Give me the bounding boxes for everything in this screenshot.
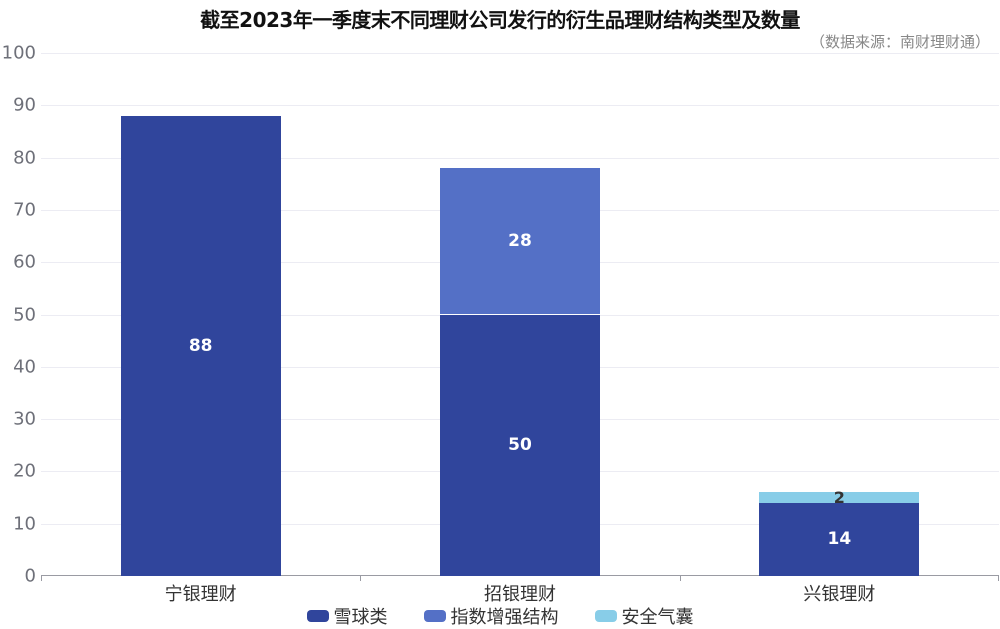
gridline [41,157,999,159]
y-tick-label: 0 [24,565,36,587]
x-tick-mark [998,576,999,581]
x-tick-mark [679,576,681,581]
y-tick-label: 30 [13,408,36,430]
y-tick-label: 80 [13,147,36,169]
chart-subtitle: （数据来源：南财理财通） [809,33,990,51]
legend: 雪球类 指数增强结构 安全气囊 [0,603,1000,629]
legend-swatch-icon [423,610,446,622]
x-category-label: 宁银理财 [164,584,237,605]
bar-segment[interactable]: 14 [759,502,920,576]
y-tick-label: 20 [13,460,36,482]
legend-item[interactable]: 雪球类 [306,603,388,629]
x-category-label: 招银理财 [484,584,556,605]
legend-label: 安全气囊 [621,607,694,628]
y-tick-label: 10 [13,513,36,535]
y-tick-label: 50 [13,304,36,325]
chart-title: 截至2023年一季度末不同理财公司发行的衍生品理财结构类型及数量 [200,8,800,32]
legend-swatch-icon [594,610,617,622]
y-tick-label: 60 [13,251,36,273]
gridline [41,53,999,54]
bar-segment[interactable]: 50 [440,314,600,576]
legend-label: 雪球类 [333,607,388,628]
bar-segment[interactable]: 88 [120,115,281,576]
bar-segment[interactable]: 2 [759,489,920,506]
bar-segment[interactable]: 28 [440,168,600,315]
y-tick-label: 70 [13,199,36,221]
y-tick-label: 100 [1,42,36,64]
legend-label: 指数增强结构 [450,607,559,628]
x-tick-mark [360,576,362,581]
legend-item[interactable]: 安全气囊 [594,603,694,629]
y-tick-label: 90 [13,94,36,116]
y-tick-label: 40 [13,356,36,378]
x-tick-mark [41,576,42,581]
legend-item[interactable]: 指数增强结构 [423,603,559,629]
x-category-label: 兴银理财 [803,584,876,605]
gridline [41,105,999,107]
legend-swatch-icon [306,610,329,622]
